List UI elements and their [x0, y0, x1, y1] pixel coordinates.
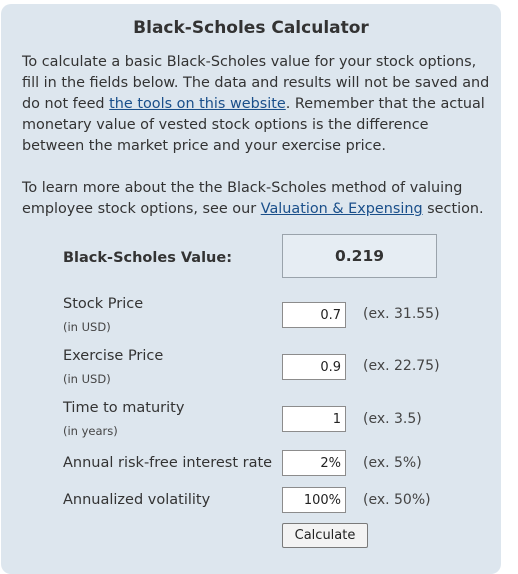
valuation-expensing-link[interactable]: Valuation & Expensing: [260, 201, 423, 217]
exercise-price-example: (ex. 22.75): [363, 358, 440, 374]
black-scholes-value-label: Black-Scholes Value:: [63, 250, 233, 266]
intro-paragraph-2: To learn more about the the Black-Schole…: [22, 178, 492, 220]
black-scholes-value-output: 0.219: [282, 234, 437, 278]
calculate-button[interactable]: Calculate: [282, 523, 368, 548]
intro-p1-text-before: To calculate a basic Black-Scholes value…: [22, 54, 490, 112]
time-to-maturity-example: (ex. 3.5): [363, 411, 422, 427]
time-to-maturity-unit: (in years): [63, 424, 118, 438]
tools-link[interactable]: the tools on this website: [109, 96, 286, 112]
exercise-price-unit: (in USD): [63, 372, 111, 386]
time-to-maturity-input[interactable]: [282, 406, 346, 432]
calculator-title: Black-Scholes Calculator: [133, 18, 369, 38]
intro-paragraph-1: To calculate a basic Black-Scholes value…: [22, 52, 492, 157]
interest-rate-label: Annual risk-free interest rate: [63, 455, 273, 471]
exercise-price-label: Exercise Price: [63, 348, 164, 364]
interest-rate-input[interactable]: [282, 450, 346, 476]
interest-rate-example: (ex. 5%): [363, 455, 422, 471]
volatility-input[interactable]: [282, 487, 346, 513]
time-to-maturity-label: Time to maturity: [63, 400, 185, 416]
intro-text: To calculate a basic Black-Scholes value…: [22, 52, 492, 220]
volatility-label: Annualized volatility: [63, 492, 211, 508]
intro-p1-text-after: . Remember that the actual monetary valu…: [22, 96, 485, 154]
stock-price-example: (ex. 31.55): [363, 306, 440, 322]
stock-price-input[interactable]: [282, 302, 346, 328]
stock-price-label: Stock Price: [63, 296, 144, 312]
intro-p2-text-before: To learn more about the the Black-Schole…: [22, 180, 463, 217]
intro-p2-text-after: section.: [422, 201, 484, 217]
volatility-example: (ex. 50%): [363, 492, 431, 508]
exercise-price-input[interactable]: [282, 354, 346, 380]
stock-price-unit: (in USD): [63, 320, 111, 334]
calculator-panel: Black-Scholes Calculator To calculate a …: [1, 4, 501, 574]
